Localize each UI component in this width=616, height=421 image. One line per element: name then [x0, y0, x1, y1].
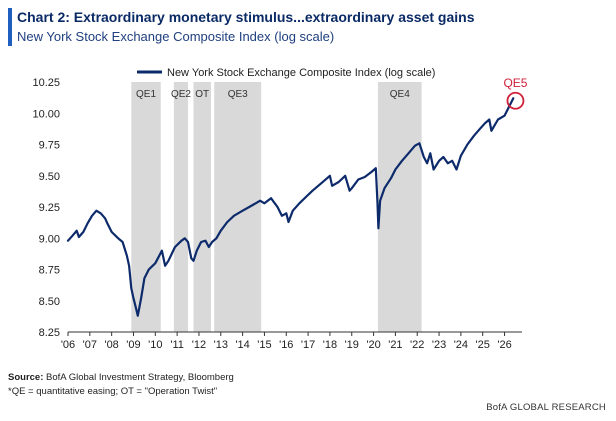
x-tick-label: '25: [476, 339, 490, 351]
y-tick-label: 9.50: [39, 171, 60, 183]
footnote: *QE = quantitative easing; OT = "Operati…: [8, 386, 218, 397]
x-tick-label: '08: [104, 339, 118, 351]
shaded-period-qe1: [131, 82, 161, 332]
shaded-period-qe3: [214, 82, 262, 332]
shaded-period-label-qe4: QE4: [390, 89, 410, 100]
x-tick-label: '11: [170, 339, 184, 351]
chart-subtitle: New York Stock Exchange Composite Index …: [17, 29, 335, 44]
legend-label: New York Stock Exchange Composite Index …: [167, 67, 435, 79]
y-tick-label: 10.00: [32, 108, 60, 120]
x-tick-label: '24: [454, 339, 468, 351]
x-tick-label: '17: [301, 339, 315, 351]
shaded-period-label-qe2: QE2: [171, 89, 191, 100]
x-tick-label: '06: [61, 339, 75, 351]
title-accent-bar: [8, 8, 12, 46]
x-tick-label: '18: [323, 339, 337, 351]
x-tick-label: '16: [279, 339, 293, 351]
y-tick-label: 9.00: [39, 233, 60, 245]
x-tick-label: '15: [257, 339, 271, 351]
shaded-period-label-ot: OT: [195, 89, 209, 100]
source-text: BofA Global Investment Strategy, Bloombe…: [43, 372, 234, 383]
x-tick-label: '26: [497, 339, 511, 351]
source-label: Source:: [8, 372, 44, 383]
x-tick-label: '21: [388, 339, 402, 351]
x-tick-label: '13: [214, 339, 228, 351]
x-tick-label: '14: [235, 339, 249, 351]
shaded-period-label-qe1: QE1: [136, 89, 156, 100]
y-tick-label: 9.25: [39, 202, 60, 214]
y-tick-label: 9.75: [39, 140, 60, 152]
brand-label: BofA GLOBAL RESEARCH: [486, 402, 606, 413]
y-tick-label: 8.50: [39, 296, 60, 308]
shaded-period-ot: [193, 82, 211, 332]
shaded-period-qe2: [173, 82, 189, 332]
x-tick-label: '10: [148, 339, 162, 351]
series-line: [66, 97, 515, 317]
shaded-period-label-qe3: QE3: [228, 89, 248, 100]
x-tick-label: '20: [366, 339, 380, 351]
x-tick-label: '19: [345, 339, 359, 351]
x-tick-label: '22: [410, 339, 424, 351]
source-note: Source: BofA Global Investment Strategy,…: [8, 372, 234, 383]
x-tick-label: '23: [432, 339, 446, 351]
x-tick-label: '12: [192, 339, 206, 351]
y-tick-label: 10.25: [32, 77, 60, 89]
y-tick-label: 8.25: [39, 327, 60, 339]
shaded-period-qe4: [377, 82, 422, 332]
annotation-label: QE5: [503, 76, 527, 90]
x-tick-label: '07: [83, 339, 97, 351]
y-tick-label: 8.75: [39, 265, 60, 277]
chart-title: Chart 2: Extraordinary monetary stimulus…: [17, 9, 475, 25]
annotation-circle: [506, 91, 525, 110]
x-tick-label: '09: [126, 339, 140, 351]
